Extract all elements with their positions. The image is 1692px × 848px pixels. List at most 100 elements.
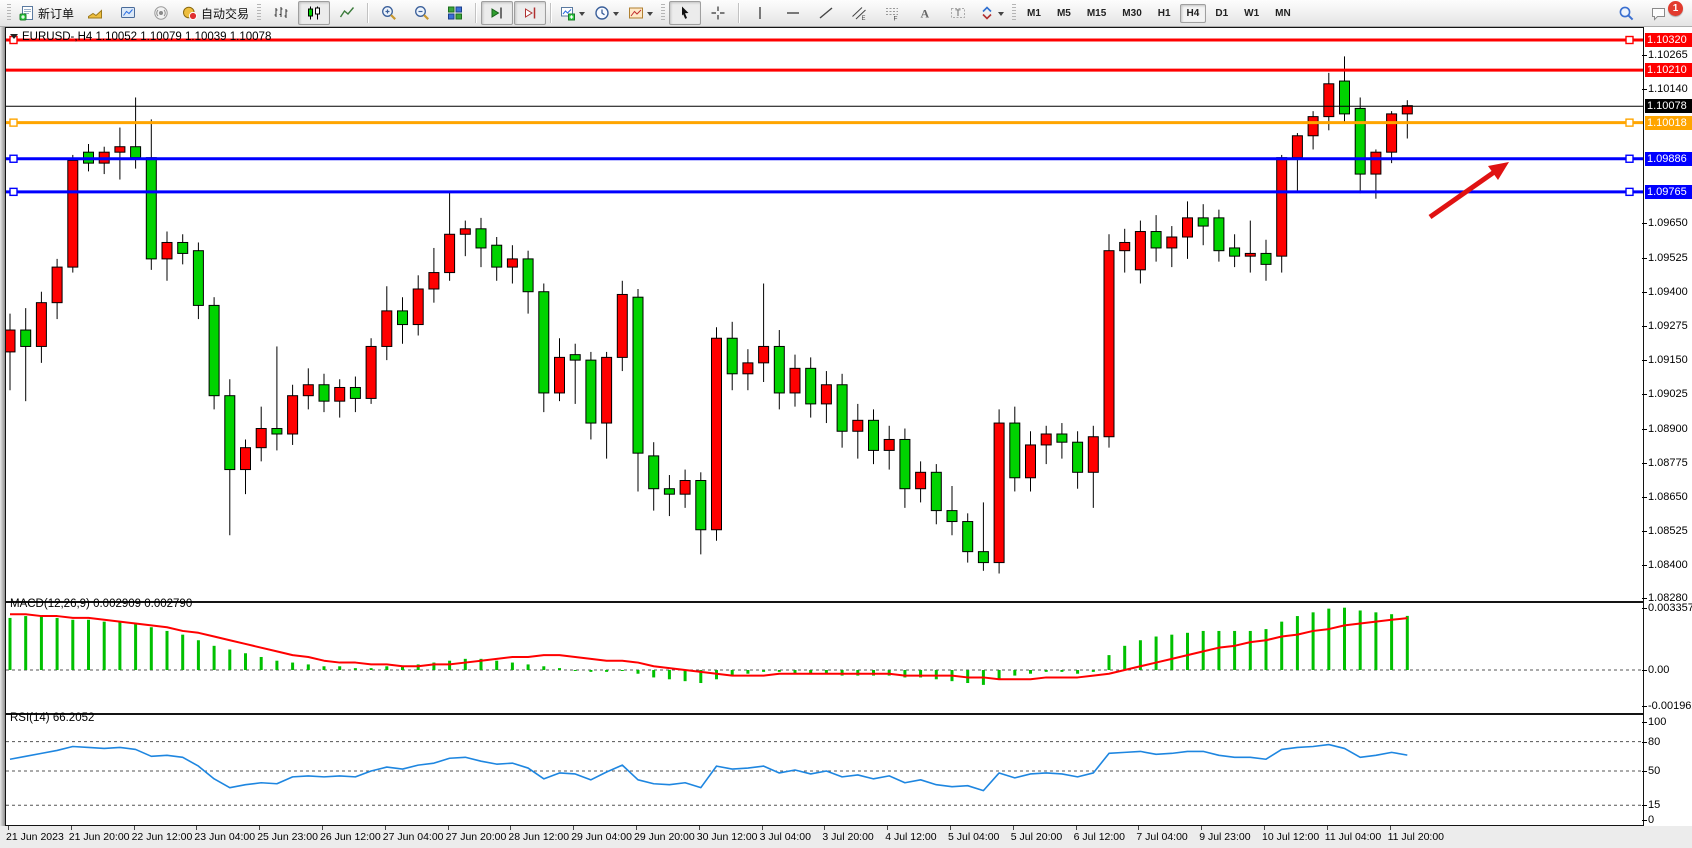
svg-text:A: A	[921, 7, 930, 21]
autotrade-label: 自动交易	[201, 6, 250, 21]
fibonacci-icon: F	[886, 8, 899, 22]
zoom-in-button[interactable]	[373, 1, 405, 25]
new-chart-icon	[561, 7, 576, 21]
bars-chart-button[interactable]	[265, 1, 297, 25]
fibonacci-button[interactable]: F	[876, 1, 908, 25]
price-axis-tick	[1642, 531, 1647, 533]
time-axis-tick	[384, 826, 386, 830]
line-chart-button[interactable]	[331, 1, 363, 25]
chart-profile-button[interactable]	[79, 1, 111, 25]
horizontal-line-button[interactable]	[777, 1, 809, 25]
time-axis-label: 21 Jun 2023	[6, 831, 64, 843]
chat-button[interactable]	[1642, 1, 1674, 25]
line-handle[interactable]	[9, 187, 18, 197]
time-axis-tick	[1389, 826, 1391, 830]
toolbar-grip[interactable]	[1012, 4, 1017, 22]
market-watch-button[interactable]	[112, 1, 144, 25]
templates-button[interactable]	[624, 1, 657, 25]
time-axis-tick	[761, 826, 763, 830]
chart-shift-button[interactable]	[514, 1, 547, 25]
time-axis-label: 6 Jul 12:00	[1073, 831, 1125, 843]
horizontal-line-1.09886[interactable]	[6, 154, 1643, 163]
toolbar: 新订单 自动交易	[0, 0, 1692, 27]
timeframe-button-H1[interactable]: H1	[1157, 7, 1171, 19]
signals-button[interactable]	[145, 1, 177, 25]
trendline-icon	[819, 7, 833, 19]
toolbar-grip[interactable]	[7, 4, 11, 22]
horizontal-line-1.10018[interactable]	[6, 118, 1643, 127]
text-button[interactable]: A	[909, 1, 941, 25]
line-chart-icon	[339, 7, 355, 18]
macd-axis-label: 0.003357	[1648, 601, 1692, 614]
toolbar-grip[interactable]	[257, 4, 262, 22]
timeframe-button-D1[interactable]: D1	[1215, 7, 1229, 19]
arrows-button[interactable]	[975, 1, 1008, 25]
line-handle[interactable]	[9, 154, 18, 163]
notification-badge[interactable]: 1	[1668, 1, 1683, 16]
vertical-line-icon	[759, 7, 761, 19]
timeframe-button-W1[interactable]: W1	[1244, 7, 1260, 19]
chart-collapse-icon[interactable]	[10, 34, 18, 43]
toolbar-grip[interactable]	[661, 4, 666, 22]
equidistant-channel-button[interactable]: E	[843, 1, 875, 25]
gold-chart-icon	[88, 9, 103, 19]
periods-button[interactable]	[590, 1, 623, 25]
new-chart-button[interactable]	[556, 1, 589, 25]
price-axis-label: 1.08525	[1648, 525, 1688, 538]
chart-title: EURUSD-,H4 1.10052 1.10079 1.10039 1.100…	[22, 31, 272, 43]
new-order-icon	[19, 6, 33, 21]
price-axis-tick	[1642, 565, 1647, 567]
timeframe-button-M30[interactable]: M30	[1122, 7, 1142, 19]
line-handle[interactable]	[9, 118, 18, 127]
candles-chart-button[interactable]	[298, 1, 331, 25]
horizontal-line-icon	[787, 12, 800, 14]
time-axis-label: 5 Jul 20:00	[1010, 831, 1063, 843]
timeframe-button-M15[interactable]: M15	[1086, 7, 1107, 19]
timeframe-button-H4[interactable]: H4	[1179, 3, 1207, 23]
price-axis-tick	[1642, 257, 1647, 259]
chart-shift-icon	[525, 7, 536, 19]
timeframe-group: M1 M5 M15 M30 H1 H4 D1 W1 MN	[1020, 3, 1298, 23]
time-axis-tick	[1264, 826, 1265, 830]
auto-scroll-button[interactable]	[481, 1, 514, 25]
line-handle[interactable]	[1625, 118, 1634, 127]
macd-pane[interactable]	[5, 602, 1644, 714]
vertical-line-button[interactable]	[744, 1, 776, 25]
text-icon: A	[921, 7, 930, 21]
time-axis-label: 23 Jun 04:00	[194, 831, 256, 843]
crosshair-button[interactable]	[702, 1, 734, 25]
time-axis[interactable]	[0, 826, 1692, 848]
new-order-button[interactable]: 新订单	[15, 1, 78, 25]
timeframe-button-MN[interactable]: MN	[1275, 7, 1291, 19]
rsi-axis-tick	[1642, 805, 1647, 807]
zoom-out-button[interactable]	[406, 1, 438, 25]
price-axis-label: 1.10265	[1648, 49, 1688, 62]
price-level-box-1.09765: 1.09765	[1645, 184, 1692, 199]
tile-windows-button[interactable]	[439, 1, 471, 25]
horizontal-line-1.09765[interactable]	[6, 187, 1643, 197]
price-axis-tick	[1642, 291, 1647, 293]
line-handle[interactable]	[1625, 187, 1634, 197]
time-axis-tick	[322, 826, 323, 830]
timeframe-button-M1[interactable]: M1	[1027, 7, 1041, 19]
line-handle[interactable]	[1625, 154, 1634, 163]
time-axis-tick	[950, 826, 951, 830]
macd-signal-line	[10, 613, 1408, 681]
trendline-button[interactable]	[810, 1, 842, 25]
svg-text:F: F	[894, 16, 898, 22]
timeframe-button-M5[interactable]: M5	[1056, 7, 1071, 19]
main-chart-pane[interactable]	[5, 27, 1644, 602]
macd-axis-label: 0.00	[1648, 664, 1670, 676]
cursor-icon	[682, 6, 689, 19]
rsi-pane[interactable]	[5, 714, 1644, 826]
autotrade-button[interactable]: 自动交易	[178, 1, 253, 25]
time-axis-tick	[1138, 826, 1140, 830]
toolbar-separator	[367, 3, 370, 23]
auto-scroll-icon	[491, 7, 502, 19]
cursor-button[interactable]	[669, 1, 702, 25]
time-axis-label: 11 Jul 04:00	[1324, 831, 1382, 843]
text-label-button[interactable]: T	[942, 1, 974, 25]
search-button[interactable]	[1610, 1, 1642, 25]
arrow-annotation[interactable]	[1428, 162, 1509, 220]
line-handle[interactable]	[1625, 35, 1634, 45]
